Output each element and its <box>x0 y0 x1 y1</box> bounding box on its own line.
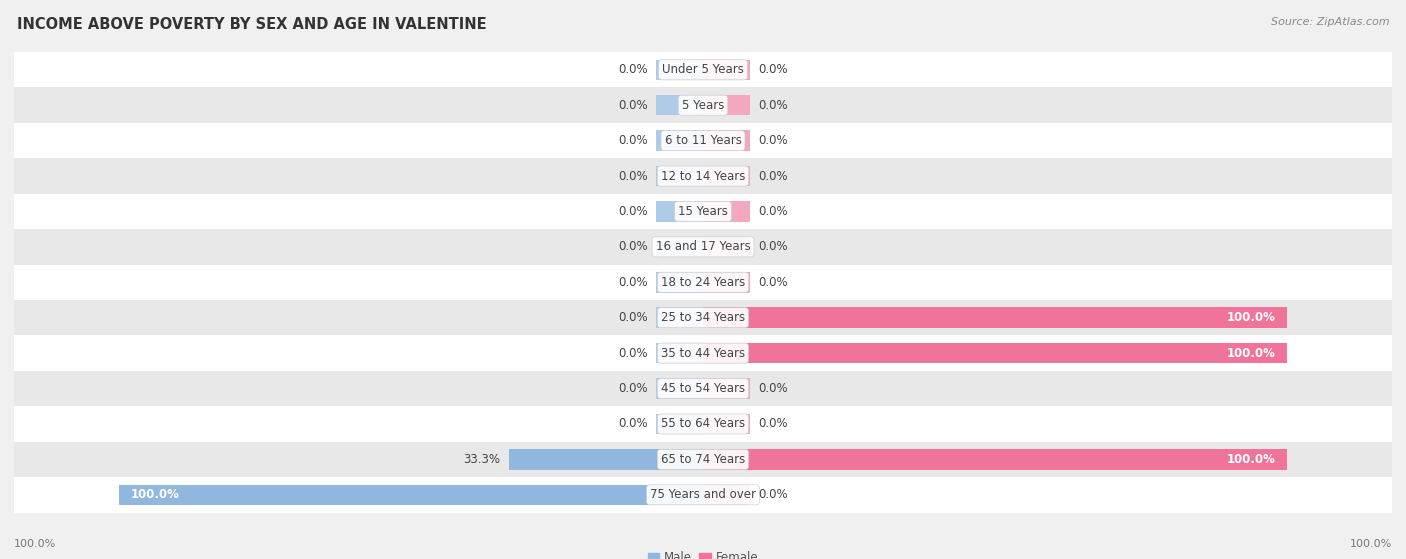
Text: 0.0%: 0.0% <box>617 134 648 147</box>
Text: 0.0%: 0.0% <box>617 382 648 395</box>
Bar <box>703 414 749 434</box>
Text: 0.0%: 0.0% <box>758 99 789 112</box>
Bar <box>3 264 1403 300</box>
Bar <box>3 477 1403 513</box>
Text: 100.0%: 100.0% <box>14 539 56 549</box>
Bar <box>703 95 749 116</box>
Text: 0.0%: 0.0% <box>758 63 789 76</box>
Legend: Male, Female: Male, Female <box>643 546 763 559</box>
Text: 0.0%: 0.0% <box>758 169 789 183</box>
Bar <box>657 378 703 399</box>
Bar <box>703 449 1286 470</box>
Bar <box>120 485 703 505</box>
Text: 35 to 44 Years: 35 to 44 Years <box>661 347 745 359</box>
Text: 0.0%: 0.0% <box>617 169 648 183</box>
Text: 100.0%: 100.0% <box>131 489 180 501</box>
Bar <box>703 236 749 257</box>
Bar <box>703 272 749 292</box>
Bar <box>657 414 703 434</box>
Bar <box>3 371 1403 406</box>
Text: 0.0%: 0.0% <box>617 205 648 218</box>
Bar <box>657 166 703 186</box>
Bar <box>657 236 703 257</box>
Text: 45 to 54 Years: 45 to 54 Years <box>661 382 745 395</box>
Bar <box>703 201 749 222</box>
Bar <box>3 300 1403 335</box>
Text: 16 and 17 Years: 16 and 17 Years <box>655 240 751 253</box>
Bar <box>657 343 703 363</box>
Text: 0.0%: 0.0% <box>617 99 648 112</box>
Bar <box>3 442 1403 477</box>
Bar <box>703 378 749 399</box>
Text: 0.0%: 0.0% <box>758 489 789 501</box>
Text: 0.0%: 0.0% <box>758 418 789 430</box>
Bar <box>657 272 703 292</box>
Text: 0.0%: 0.0% <box>617 63 648 76</box>
Bar <box>657 130 703 151</box>
Text: 0.0%: 0.0% <box>617 418 648 430</box>
Text: 15 Years: 15 Years <box>678 205 728 218</box>
Text: 12 to 14 Years: 12 to 14 Years <box>661 169 745 183</box>
Bar <box>703 166 749 186</box>
Bar <box>3 123 1403 158</box>
Bar <box>657 201 703 222</box>
Text: 25 to 34 Years: 25 to 34 Years <box>661 311 745 324</box>
Text: 100.0%: 100.0% <box>1350 539 1392 549</box>
Text: 18 to 24 Years: 18 to 24 Years <box>661 276 745 289</box>
Bar <box>3 229 1403 264</box>
Text: 0.0%: 0.0% <box>758 240 789 253</box>
Bar <box>3 406 1403 442</box>
Text: 0.0%: 0.0% <box>617 276 648 289</box>
Text: 100.0%: 100.0% <box>1226 347 1275 359</box>
Text: 75 Years and over: 75 Years and over <box>650 489 756 501</box>
Text: 55 to 64 Years: 55 to 64 Years <box>661 418 745 430</box>
Bar <box>703 130 749 151</box>
Text: 100.0%: 100.0% <box>1226 453 1275 466</box>
Text: Under 5 Years: Under 5 Years <box>662 63 744 76</box>
Text: 33.3%: 33.3% <box>463 453 499 466</box>
Text: 0.0%: 0.0% <box>617 240 648 253</box>
Bar <box>703 343 1286 363</box>
Text: INCOME ABOVE POVERTY BY SEX AND AGE IN VALENTINE: INCOME ABOVE POVERTY BY SEX AND AGE IN V… <box>17 17 486 32</box>
Text: 100.0%: 100.0% <box>1226 311 1275 324</box>
Text: 0.0%: 0.0% <box>758 276 789 289</box>
Bar <box>3 158 1403 194</box>
Text: 0.0%: 0.0% <box>617 347 648 359</box>
Bar <box>703 307 1286 328</box>
Bar <box>3 335 1403 371</box>
Text: 0.0%: 0.0% <box>617 311 648 324</box>
Bar <box>657 95 703 116</box>
Text: 0.0%: 0.0% <box>758 134 789 147</box>
Bar <box>3 52 1403 88</box>
Bar <box>509 449 703 470</box>
Text: 6 to 11 Years: 6 to 11 Years <box>665 134 741 147</box>
Bar <box>3 88 1403 123</box>
Text: 0.0%: 0.0% <box>758 382 789 395</box>
Text: 65 to 74 Years: 65 to 74 Years <box>661 453 745 466</box>
Text: Source: ZipAtlas.com: Source: ZipAtlas.com <box>1271 17 1389 27</box>
Text: 0.0%: 0.0% <box>758 205 789 218</box>
Text: 5 Years: 5 Years <box>682 99 724 112</box>
Bar <box>3 194 1403 229</box>
Bar <box>657 307 703 328</box>
Bar <box>703 485 749 505</box>
Bar <box>703 59 749 80</box>
Bar <box>657 59 703 80</box>
